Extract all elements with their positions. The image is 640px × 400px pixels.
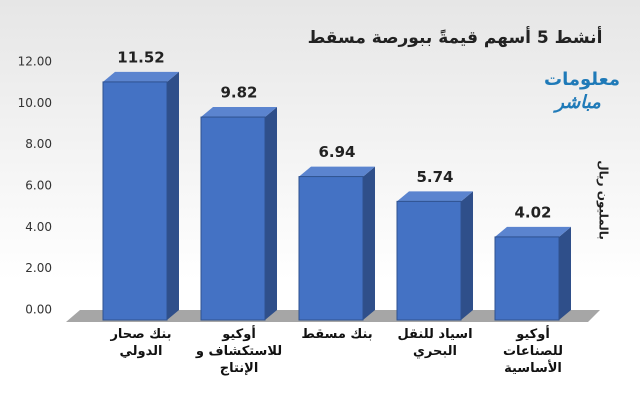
y-tick-label: 4.00 — [25, 220, 52, 234]
bar — [494, 236, 560, 321]
value-label: 11.52 — [117, 48, 164, 66]
x-tick-label: اسياد للنقل البحري — [397, 327, 473, 359]
y-tick-label: 0.00 — [25, 303, 52, 317]
y-tick-label: 12.00 — [18, 55, 52, 69]
bar-side — [559, 226, 571, 320]
bar — [396, 200, 462, 321]
bar-top — [103, 71, 179, 82]
y-tick-label: 10.00 — [18, 96, 52, 110]
bar-side — [461, 191, 473, 320]
value-label: 6.94 — [318, 143, 355, 161]
y-tick-label: 8.00 — [25, 137, 52, 151]
value-label: 5.74 — [416, 168, 453, 186]
bar — [200, 116, 266, 321]
x-tick-label: بنك مسقط — [301, 327, 373, 342]
value-label: 4.02 — [514, 203, 551, 221]
y-tick-label: 2.00 — [25, 261, 52, 275]
bar — [102, 81, 168, 321]
bar — [298, 176, 364, 321]
logo-line: معلومات — [544, 69, 620, 90]
chart-title: أنشط 5 أسهم قيمةً ببورصة مسقط — [308, 26, 603, 48]
logo-line: مباشر — [552, 92, 601, 113]
bar-top — [201, 107, 277, 118]
bar-side — [167, 71, 179, 320]
x-tick-label: أوكيو للصناعات الأساسية — [502, 327, 563, 376]
value-label: 9.82 — [220, 84, 257, 102]
y-axis-label: بالمليون ريال — [596, 160, 611, 240]
bar-side — [265, 107, 277, 320]
x-tick-label: بنك صحار الدولي — [110, 327, 172, 359]
bar-top — [299, 166, 375, 177]
x-tick-label: أوكيو للاستكشاف و الإنتاج — [195, 327, 283, 376]
bar-top — [397, 191, 473, 202]
bar-side — [363, 166, 375, 320]
y-tick-label: 6.00 — [25, 179, 52, 193]
bar-top — [495, 226, 571, 237]
